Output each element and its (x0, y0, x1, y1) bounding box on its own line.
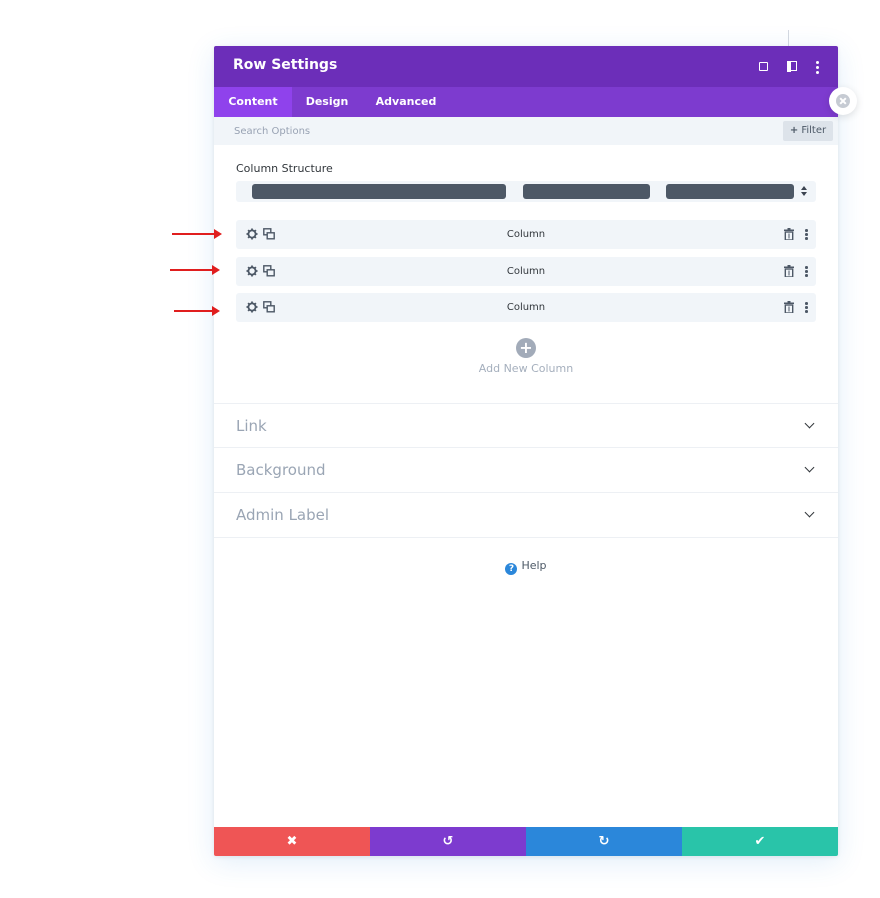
column-label: Column (506, 229, 546, 240)
close-icon: ✖ (286, 834, 298, 849)
chevron-down-icon (804, 507, 815, 518)
kebab-icon[interactable] (804, 301, 808, 313)
column-structure-select[interactable] (236, 181, 816, 202)
toggle-link[interactable]: Link (214, 403, 838, 448)
save-button[interactable]: ✔ (682, 827, 838, 856)
annotation-arrow (170, 265, 220, 275)
add-column-label[interactable]: Add New Column (478, 362, 574, 375)
expand-icon[interactable] (756, 59, 772, 75)
filter-label: Filter (801, 125, 827, 136)
column-label: Column (506, 302, 546, 313)
add-column-button[interactable]: + (516, 338, 536, 358)
duplicate-icon[interactable] (263, 301, 275, 313)
modal-footer: ✖ ↺ ↻ ✔ (214, 827, 838, 856)
discard-button[interactable]: ✖ (214, 827, 370, 856)
tab-bar: Content Design Advanced (214, 87, 838, 117)
search-bar: +Filter (214, 117, 838, 145)
help-link[interactable]: ? Help (214, 559, 838, 575)
column-item[interactable]: Column (236, 257, 816, 286)
toggle-title: Link (236, 417, 267, 435)
search-input[interactable] (234, 121, 734, 141)
close-modal-button[interactable] (829, 87, 857, 115)
toggle-background[interactable]: Background (214, 447, 838, 492)
redo-icon: ↻ (598, 834, 610, 849)
chevron-down-icon (804, 418, 815, 429)
row-settings-modal: Row Settings Content Design Advanced +Fi… (214, 46, 838, 856)
structure-column-preview (252, 184, 506, 199)
help-label: Help (521, 559, 547, 572)
column-item[interactable]: Column (236, 293, 816, 322)
modal-title: Row Settings (233, 57, 338, 73)
annotation-arrow (172, 229, 222, 239)
tab-advanced[interactable]: Advanced (375, 95, 437, 108)
select-arrows-icon (800, 184, 808, 198)
toggle-admin-label[interactable]: Admin Label (214, 492, 838, 538)
duplicate-icon[interactable] (263, 228, 275, 240)
gear-icon[interactable] (246, 301, 258, 313)
kebab-icon[interactable] (804, 228, 808, 240)
divider-line (788, 30, 789, 48)
tab-content[interactable]: Content (214, 87, 292, 117)
annotation-arrow (174, 306, 220, 316)
close-icon (836, 94, 850, 108)
duplicate-icon[interactable] (263, 265, 275, 277)
gear-icon[interactable] (246, 265, 258, 277)
trash-icon[interactable] (784, 228, 794, 240)
column-structure-label: Column Structure (236, 162, 333, 175)
undo-icon: ↺ (442, 834, 454, 849)
undo-button[interactable]: ↺ (370, 827, 526, 856)
help-icon: ? (505, 563, 518, 575)
trash-icon[interactable] (784, 301, 794, 313)
toggle-title: Background (236, 461, 326, 479)
plus-icon: + (789, 125, 799, 136)
check-icon: ✔ (754, 834, 766, 849)
tab-design[interactable]: Design (305, 95, 349, 108)
column-label: Column (506, 266, 546, 277)
redo-button[interactable]: ↻ (526, 827, 682, 856)
chevron-down-icon (804, 462, 815, 473)
kebab-icon[interactable] (804, 265, 808, 277)
structure-column-preview (523, 184, 650, 199)
snap-sidebar-icon[interactable] (785, 59, 801, 75)
modal-header: Row Settings (214, 46, 838, 87)
gear-icon[interactable] (246, 228, 258, 240)
column-item[interactable]: Column (236, 220, 816, 249)
trash-icon[interactable] (784, 265, 794, 277)
toggle-title: Admin Label (236, 506, 330, 524)
filter-button[interactable]: + Filter (783, 121, 833, 141)
structure-column-preview (666, 184, 794, 199)
more-options-icon[interactable] (810, 59, 826, 75)
